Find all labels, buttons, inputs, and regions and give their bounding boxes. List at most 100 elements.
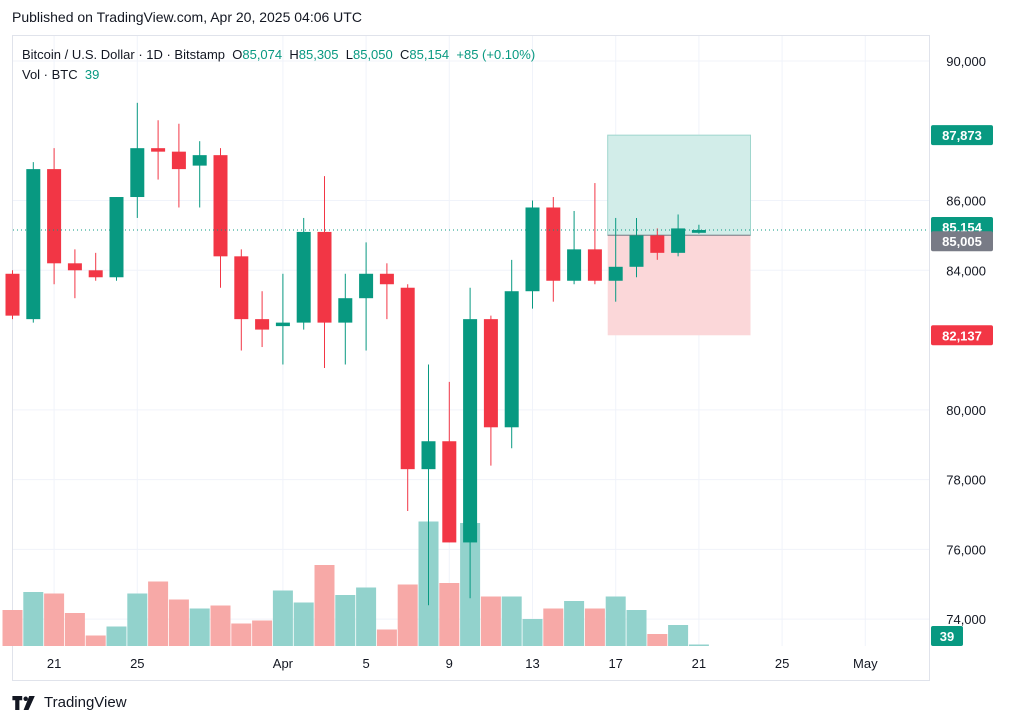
candle-body[interactable] xyxy=(109,197,124,278)
candle-body[interactable] xyxy=(567,249,582,281)
volume-bar xyxy=(252,620,273,646)
volume-bar xyxy=(106,626,127,646)
open-label: O xyxy=(232,47,243,62)
volume-bar xyxy=(647,634,668,646)
volume-bar xyxy=(584,608,605,646)
volume-bar xyxy=(397,584,418,646)
price-tick-label: 80,000 xyxy=(946,403,986,418)
candle-body[interactable] xyxy=(400,287,415,470)
volume-bar xyxy=(314,565,335,646)
candle-body[interactable] xyxy=(234,256,249,320)
time-tick-label: 25 xyxy=(775,656,789,671)
target-price-tag-text: 87,873 xyxy=(942,128,982,143)
candle-body[interactable] xyxy=(608,266,623,281)
volume-bar xyxy=(335,595,356,646)
candle-body[interactable] xyxy=(691,230,706,233)
target-price-tag xyxy=(931,125,993,146)
candle-body[interactable] xyxy=(296,231,311,323)
candle-body[interactable] xyxy=(151,148,166,152)
entry-price-tag-text: 85,005 xyxy=(942,234,982,249)
volume-bar xyxy=(564,601,585,646)
candle-body[interactable] xyxy=(504,291,519,428)
candle-body[interactable] xyxy=(421,441,436,470)
volume-bar xyxy=(376,629,397,646)
volume-bar xyxy=(189,608,210,646)
tradingview-logo-icon[interactable] xyxy=(12,695,38,710)
time-tick-label: 5 xyxy=(362,656,369,671)
volume-bar xyxy=(668,625,689,646)
candle-body[interactable] xyxy=(525,207,540,292)
candle-body[interactable] xyxy=(192,155,207,166)
candle-body[interactable] xyxy=(483,319,498,428)
candle-body[interactable] xyxy=(213,155,228,257)
candle-body[interactable] xyxy=(379,273,394,285)
candle-body[interactable] xyxy=(255,319,270,330)
candlestick-chart[interactable]: 90,000 86,000 84,000 80,000 78,000 76,000 74,0… xyxy=(0,0,1011,690)
symbol-title[interactable]: Bitcoin / U.S. Dollar · 1D · Bitstamp xyxy=(22,47,225,62)
volume-bar xyxy=(23,592,44,646)
entry-price-tag xyxy=(931,231,993,252)
stop-price-tag xyxy=(931,325,993,346)
candle-body[interactable] xyxy=(671,228,686,253)
published-header: Published on TradingView.com, Apr 20, 20… xyxy=(12,9,362,25)
volume-bar xyxy=(44,593,65,646)
stop-price-tag-text: 82,137 xyxy=(942,328,982,343)
volume-bar xyxy=(688,644,709,646)
price-tick-label: 74,000 xyxy=(946,612,986,627)
ohlc-line: Bitcoin / U.S. Dollar · 1D · Bitstamp O8… xyxy=(22,45,535,65)
target-zone[interactable] xyxy=(607,134,752,236)
candle-body[interactable] xyxy=(546,207,561,281)
footer-branding: TradingView xyxy=(12,694,127,711)
tradingview-brand-text[interactable]: TradingView xyxy=(44,694,127,711)
candle-body[interactable] xyxy=(587,249,602,281)
volume-bar xyxy=(501,596,522,646)
volume-bar xyxy=(127,593,148,646)
change-value: +85 (+0.10%) xyxy=(456,47,536,62)
candle-body[interactable] xyxy=(26,169,41,320)
volume-bar xyxy=(522,619,543,646)
high-label: H xyxy=(289,47,299,62)
time-tick-label: 9 xyxy=(446,656,453,671)
volume-bar xyxy=(543,608,564,646)
candle-body[interactable] xyxy=(171,151,186,170)
candle-body[interactable] xyxy=(463,319,478,543)
volume-bar xyxy=(439,583,460,646)
chart-frame[interactable] xyxy=(12,35,930,681)
price-tick-label: 86,000 xyxy=(946,194,986,209)
volume-line: Vol · BTC 39 xyxy=(22,65,535,85)
candle-body[interactable] xyxy=(338,298,353,323)
candle-body[interactable] xyxy=(5,273,20,316)
time-tick-label: 25 xyxy=(130,656,144,671)
candle-body[interactable] xyxy=(442,441,457,543)
chart-legend: Bitcoin / U.S. Dollar · 1D · Bitstamp O8… xyxy=(22,45,535,85)
candle-body[interactable] xyxy=(629,235,644,267)
open-value: 85,074 xyxy=(242,47,283,62)
candle-body[interactable] xyxy=(130,148,145,198)
price-tick-label: 78,000 xyxy=(946,473,986,488)
time-tick-label: 17 xyxy=(608,656,622,671)
time-tick-label: 21 xyxy=(692,656,706,671)
volume-bar xyxy=(605,596,626,646)
volume-bar xyxy=(85,635,106,646)
close-value: 85,154 xyxy=(409,47,450,62)
candle-body[interactable] xyxy=(67,263,82,271)
volume-label[interactable]: Vol · BTC xyxy=(22,67,78,82)
candle-body[interactable] xyxy=(88,270,103,278)
candle-body[interactable] xyxy=(359,273,374,299)
volume-tag-text: 39 xyxy=(940,629,954,644)
low-value: 85,050 xyxy=(352,47,393,62)
price-tick-label: 90,000 xyxy=(946,54,986,69)
volume-bar xyxy=(210,605,231,646)
candle-body[interactable] xyxy=(317,231,332,323)
candle-body[interactable] xyxy=(650,235,665,253)
volume-bar xyxy=(626,610,647,646)
low-label: L xyxy=(345,47,353,62)
time-tick-label: May xyxy=(853,656,878,671)
volume-value: 39 xyxy=(84,67,100,82)
volume-bar xyxy=(64,613,85,646)
candle-body[interactable] xyxy=(47,169,62,264)
time-tick-label: Apr xyxy=(273,656,294,671)
candle-body[interactable] xyxy=(275,322,290,327)
time-tick-label: 21 xyxy=(47,656,61,671)
volume-bar xyxy=(480,596,501,646)
